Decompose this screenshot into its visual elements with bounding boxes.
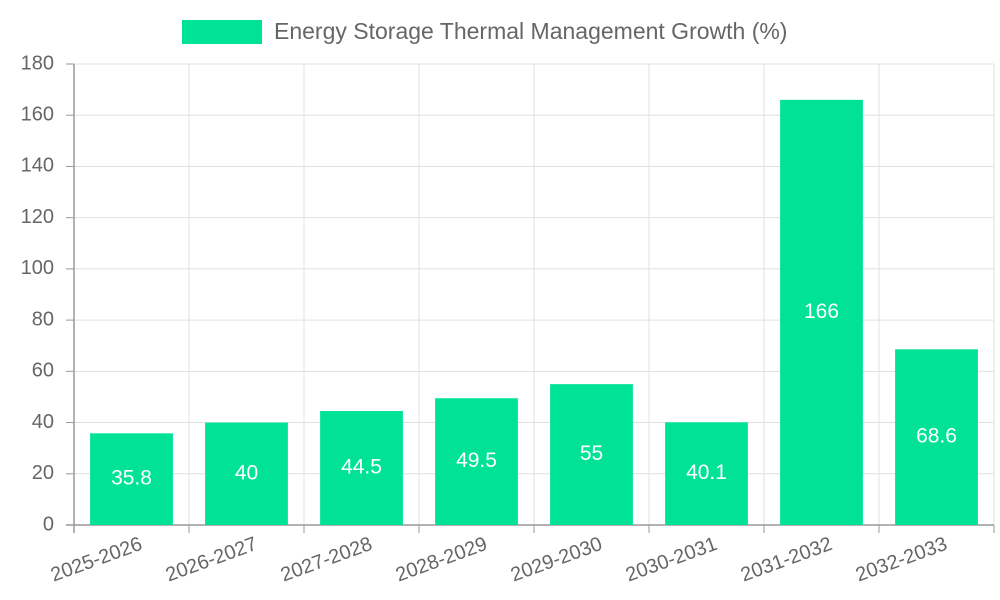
legend-swatch <box>182 20 262 44</box>
x-tick-label: 2025-2026 <box>48 533 145 586</box>
y-tick-label: 40 <box>32 411 54 433</box>
x-tick-label: 2030-2031 <box>623 533 720 586</box>
bar[interactable] <box>780 99 863 525</box>
bar[interactable] <box>205 422 288 525</box>
bar[interactable] <box>435 398 518 525</box>
bar-value-label: 40.1 <box>686 461 727 484</box>
y-tick-label: 160 <box>21 104 54 126</box>
bar-value-label: 40 <box>235 461 258 484</box>
y-tick-label: 100 <box>21 257 54 279</box>
bar[interactable] <box>895 349 978 525</box>
y-tick-label: 120 <box>21 206 54 228</box>
bar-value-label: 55 <box>580 442 603 465</box>
x-tick-label: 2028-2029 <box>393 533 490 586</box>
bar[interactable] <box>320 411 403 525</box>
bar[interactable] <box>665 422 748 525</box>
x-tick-label: 2032-2033 <box>853 533 950 586</box>
data-labels: 35.8 40 44.5 49.5 55 40.1 166 68.6 <box>111 300 957 490</box>
y-tick-label: 0 <box>43 513 54 535</box>
legend[interactable]: Energy Storage Thermal Management Growth… <box>182 18 787 44</box>
x-tick-label: 2031-2032 <box>738 533 835 586</box>
x-tick-label: 2026-2027 <box>163 533 260 586</box>
y-axis-ticks: 0 20 40 60 80 100 120 140 160 180 <box>21 52 74 535</box>
bar-value-label: 44.5 <box>341 456 382 479</box>
bar[interactable] <box>90 433 173 525</box>
bar-value-label: 166 <box>804 300 839 323</box>
y-tick-label: 80 <box>32 308 54 330</box>
x-axis-ticks: 2025-2026 2026-2027 2027-2028 2028-2029 2029… <box>48 525 995 586</box>
bar-value-label: 35.8 <box>111 467 152 490</box>
x-tick-label: 2029-2030 <box>508 533 605 586</box>
bars <box>90 99 978 525</box>
bar-value-label: 49.5 <box>456 449 497 472</box>
y-tick-label: 140 <box>21 155 54 177</box>
bar[interactable] <box>550 384 633 525</box>
legend-label: Energy Storage Thermal Management Growth… <box>274 18 787 44</box>
y-tick-label: 180 <box>21 52 54 74</box>
y-tick-label: 60 <box>32 360 54 382</box>
y-tick-label: 20 <box>32 462 54 484</box>
bar-value-label: 68.6 <box>916 425 957 448</box>
x-tick-label: 2027-2028 <box>278 533 375 586</box>
